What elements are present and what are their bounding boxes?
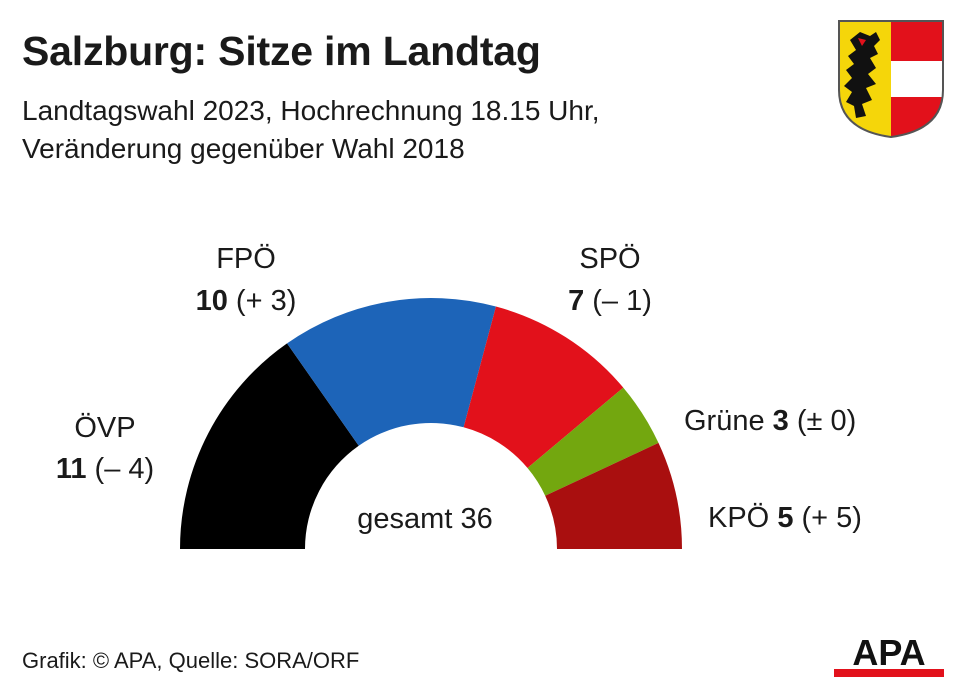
arc-kp-4: [545, 442, 682, 549]
subtitle-line-2: Veränderung gegenüber Wahl 2018: [22, 133, 465, 164]
label-grne: Grüne 3 (± 0): [684, 405, 856, 437]
arc-fp-1: [287, 298, 496, 446]
label-name-fp: FPÖ: [216, 243, 276, 275]
label-kp: KPÖ 5 (+ 5): [708, 502, 862, 534]
seat-arcs: [180, 298, 682, 549]
chart-subtitle: Landtagswahl 2023, Hochrechnung 18.15 Uh…: [22, 92, 600, 168]
apa-logo: APA: [834, 633, 944, 677]
label-name-sp: SPÖ: [579, 243, 640, 275]
salzburg-coat-of-arms-icon: [838, 20, 944, 139]
arc-vp-0: [180, 343, 359, 549]
party-labels: ÖVP 11 (– 4) FPÖ 10 (+ 3) SPÖ 7 (– 1) Grüne 3 …: [56, 243, 862, 534]
arc-grne-3: [527, 387, 659, 496]
label-seats-sp: 7 (– 1): [568, 285, 652, 317]
total-seats-label: gesamt 36: [357, 503, 492, 535]
chart-title: Salzburg: Sitze im Landtag: [22, 28, 541, 74]
label-seats-fp: 10 (+ 3): [196, 285, 297, 317]
arc-sp-2: [463, 306, 624, 469]
label-seats-vp: 11 (– 4): [56, 453, 154, 485]
source-credit: Grafik: © APA, Quelle: SORA/ORF: [22, 648, 360, 673]
apa-logo-text: APA: [852, 633, 925, 673]
apa-logo-bar: [834, 669, 944, 677]
subtitle-line-1: Landtagswahl 2023, Hochrechnung 18.15 Uh…: [22, 95, 600, 126]
label-name-vp: ÖVP: [74, 412, 135, 444]
